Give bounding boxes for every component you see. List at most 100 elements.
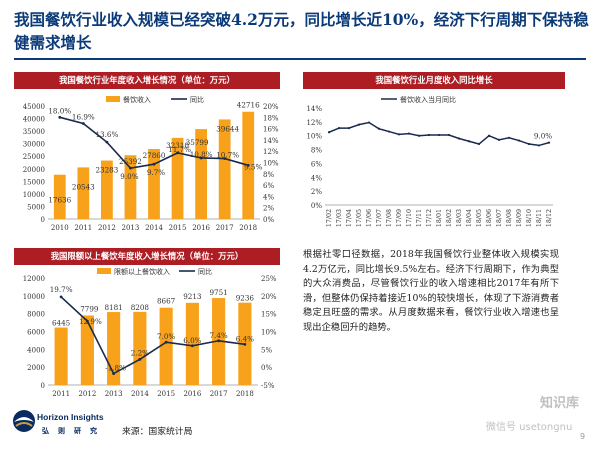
x-tick-label: 2017	[210, 390, 228, 398]
bar	[159, 307, 173, 385]
legend-line-label: 餐饮收入当月同比	[400, 95, 456, 104]
chart2-header: 我国餐饮行业月度收入同比增长	[303, 72, 565, 89]
bar-value-label: 20543	[72, 182, 95, 191]
x-tick-label: 18/03	[456, 209, 463, 227]
y-tick-label: 6%	[311, 160, 322, 168]
page-title: 我国餐饮行业收入规模已经突破4.2万元，同比增长近10%，经济下行周期下保持稳健…	[14, 10, 589, 52]
legend-bar-label: 餐饮收入	[123, 95, 151, 104]
line-point	[176, 151, 179, 155]
legend-bar-swatch	[97, 268, 111, 274]
x-tick-label: 2016	[183, 390, 201, 398]
annual-revenue-chart: 0 5000 10000 15000 20000 25000 30000 35000 40000…	[23, 95, 279, 232]
bar-value-label: 8208	[131, 303, 150, 312]
bar-value-label: 7799	[80, 304, 99, 313]
bar	[195, 129, 207, 219]
line-point	[246, 163, 250, 167]
x-tick-label: 17/08	[386, 209, 393, 227]
y-right-tick-label: 10%	[261, 329, 277, 337]
bar-value-label: 35799	[186, 138, 209, 147]
line-value-label: 2.2%	[131, 348, 149, 357]
line-point	[85, 319, 89, 323]
line-point	[387, 130, 391, 133]
line-point	[243, 342, 247, 346]
y-right-tick-label: 20%	[261, 293, 277, 301]
line-point	[129, 166, 132, 170]
line-value-label: 18.0%	[48, 106, 71, 115]
line-point	[527, 142, 531, 146]
line-point	[547, 141, 551, 144]
y-right-tick-label: 5%	[261, 346, 272, 354]
x-tick-label: 17/11	[416, 209, 423, 227]
page-number: 9	[580, 432, 586, 441]
x-tick-label: 18/11	[536, 209, 543, 227]
x-tick-label: 2014	[131, 390, 149, 398]
line-value-label: 11.7%	[168, 145, 191, 154]
y-tick-label: 8%	[311, 147, 322, 155]
y-tick-label: 12%	[306, 119, 322, 127]
y-right-tick-label: 0%	[263, 216, 274, 224]
bar-value-label: 17636	[48, 196, 71, 205]
x-tick-label: 18/02	[446, 209, 453, 227]
y-left-tick-label: 35000	[23, 128, 45, 136]
y-right-tick-label: 2%	[263, 205, 274, 213]
y-left-tick-label: 20000	[23, 166, 45, 174]
line-point	[407, 132, 411, 135]
y-right-tick-label: -5%	[261, 382, 275, 390]
y-left-tick-label: 45000	[23, 103, 45, 111]
bar-value-label: 8667	[157, 297, 176, 306]
y-left-tick-label: 0	[41, 382, 45, 390]
legend-line-label: 同比	[190, 95, 204, 104]
watermark-subtext: 微信号 usetongnu	[486, 422, 573, 433]
x-tick-label: 18/01	[436, 209, 443, 227]
line-point	[152, 162, 156, 166]
bar-value-label: 32310	[166, 141, 189, 150]
line-point	[417, 134, 421, 137]
bar	[80, 315, 94, 385]
x-tick-label: 2018	[236, 390, 254, 398]
bar	[53, 174, 66, 219]
line-value-label: 6.4%	[236, 334, 254, 343]
y-left-tick-label: 8000	[27, 311, 45, 319]
y-left-tick-label: 10000	[23, 191, 45, 199]
bar	[54, 327, 68, 385]
bar	[185, 302, 199, 385]
bar	[133, 311, 147, 385]
bar-value-label: 8181	[104, 303, 122, 312]
line-point	[357, 123, 361, 126]
x-tick-label: 18/09	[516, 209, 523, 227]
x-tick-label: 18/12	[546, 209, 553, 227]
logo-chinese-name: 弘则研究	[42, 426, 106, 435]
bar	[77, 167, 90, 219]
line-point	[397, 133, 401, 136]
x-tick-label: 2012	[98, 224, 116, 232]
bar-value-label: 6445	[52, 319, 71, 328]
x-tick-label: 17/02	[326, 209, 333, 227]
y-right-tick-label: 25%	[261, 275, 277, 283]
x-tick-label: 2015	[157, 390, 175, 398]
line-value-label: 7.4%	[209, 331, 227, 340]
y-left-tick-label: 4000	[27, 346, 45, 354]
monthly-growth-chart: 0%2%4%6%8%10%12%14%17/02 17/03 17/04 17/05 1…	[306, 95, 553, 227]
line-point	[457, 137, 461, 140]
line-point	[347, 126, 351, 130]
x-tick-label: 18/07	[496, 209, 503, 227]
y-right-tick-label: 6%	[263, 182, 274, 190]
y-right-tick-label: 15%	[261, 311, 277, 319]
line-value-label: 10.7%	[216, 151, 239, 160]
line-point	[217, 339, 221, 343]
bar	[148, 149, 160, 219]
y-left-tick-label: 15000	[23, 178, 45, 186]
line-point	[223, 157, 227, 160]
x-tick-label: 17/04	[346, 209, 353, 227]
y-left-tick-label: 25000	[23, 153, 45, 161]
x-tick-label: 2013	[105, 390, 123, 398]
bar	[218, 119, 231, 219]
logo-english-name: Horizon Insights	[37, 412, 104, 422]
line-value-label: 9.5%	[244, 162, 262, 171]
line-point	[327, 131, 331, 134]
bar-value-label: 27860	[143, 151, 166, 160]
horizon-logo-icon	[13, 410, 35, 432]
source-note: 来源：国家统计局	[122, 427, 193, 437]
x-tick-label: 18/10	[526, 209, 533, 227]
line-point	[337, 126, 341, 130]
